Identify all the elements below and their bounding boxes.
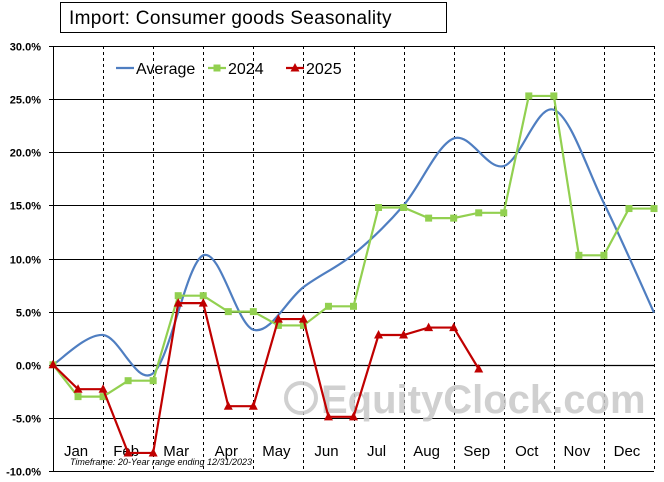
chart-legend: Average 2024 2025 (116, 61, 342, 78)
chart-title-text: Import: Consumer goods Seasonality (69, 8, 392, 29)
data-point-2025 (148, 447, 158, 457)
data-point-2025 (248, 401, 258, 410)
legend-item-2025: 2025 (286, 61, 342, 78)
legend-marker-2024 (213, 64, 221, 72)
legend-label-average: Average (136, 61, 195, 78)
data-point-2024 (199, 292, 207, 300)
data-point-2025 (173, 298, 183, 307)
data-point-2024 (625, 205, 633, 213)
data-point-2025 (374, 330, 384, 339)
data-point-2024 (450, 214, 458, 222)
data-point-2024 (74, 393, 82, 401)
data-point-2024 (149, 377, 157, 385)
data-point-2024 (299, 321, 307, 329)
y-tick-label: 0.0% (16, 361, 41, 373)
chart-axes (53, 46, 654, 471)
x-tick-label: Jun (314, 443, 338, 460)
chart-title-box (60, 2, 447, 33)
data-point-2024 (500, 209, 508, 217)
x-axis-tick-labels: Jan Feb Mar Apr May Jun Jul Aug Sep Oct Nov Dec (64, 443, 641, 460)
x-tick-label: Aug (413, 443, 440, 460)
data-point-2024 (274, 321, 282, 329)
data-point-2024 (475, 209, 483, 217)
series-2025 (48, 298, 484, 457)
data-point-2025 (123, 447, 133, 457)
data-point-2024 (650, 205, 658, 213)
y-axis-tick-labels: 30.0% 25.0% 20.0% 15.0% 10.0% 5.0% 0.0% -5.0% -1… (6, 42, 41, 479)
series-line-2025 (52, 302, 480, 455)
x-tick-label: May (262, 443, 291, 460)
data-point-2025 (223, 401, 233, 410)
x-tick-label: Sep (463, 443, 490, 460)
data-point-2024 (425, 214, 433, 222)
y-tick-label: 5.0% (16, 308, 41, 320)
x-tick-label: Oct (515, 443, 539, 460)
data-point-2024 (575, 251, 583, 259)
x-tick-label: Jan (64, 443, 88, 460)
data-point-2025 (48, 359, 58, 369)
legend-label-2025: 2025 (306, 61, 342, 78)
watermark-copyright-icon (284, 381, 318, 415)
y-tick-label: 10.0% (10, 255, 41, 267)
x-tick-label: Feb (113, 443, 139, 460)
data-point-2025 (349, 411, 358, 421)
x-tick-label: Apr (215, 443, 238, 460)
y-tick-label: 25.0% (10, 95, 41, 107)
series-2024 (49, 92, 658, 401)
data-point-2024 (174, 292, 182, 300)
data-point-2024 (375, 204, 383, 211)
data-point-2024 (249, 308, 257, 316)
y-tick-label: 30.0% (10, 42, 41, 54)
x-tick-label: Nov (564, 443, 591, 460)
legend-item-2024: 2024 (208, 61, 264, 78)
legend-label-2024: 2024 (228, 61, 264, 78)
data-point-2024 (600, 251, 608, 259)
data-point-2024 (525, 92, 533, 100)
data-point-2025 (449, 322, 459, 332)
data-point-2024 (324, 302, 332, 310)
data-point-2025 (474, 364, 484, 373)
data-point-2025 (298, 314, 308, 323)
y-tick-label: 15.0% (10, 201, 41, 213)
data-point-2024 (224, 308, 232, 316)
y-tick-label: -5.0% (12, 414, 41, 426)
chart-series (48, 92, 658, 457)
data-point-2024 (350, 302, 357, 310)
legend-marker-2025 (290, 63, 300, 72)
data-point-2024 (99, 393, 107, 401)
data-point-2025 (399, 330, 409, 339)
x-tick-label: Dec (614, 443, 641, 460)
x-tick-label: Mar (163, 443, 189, 460)
data-point-2025 (424, 322, 434, 332)
watermark-text: EquityClock.com (321, 378, 646, 422)
y-tick-label: 20.0% (10, 148, 41, 160)
data-point-2024 (550, 92, 558, 100)
data-point-2025 (273, 314, 283, 323)
data-point-2025 (198, 298, 208, 307)
data-point-2024 (124, 377, 132, 385)
data-point-2025 (98, 384, 108, 393)
data-point-2025 (73, 384, 83, 393)
chart-title: Import: Consumer goods Seasonality (60, 2, 447, 33)
chart-footnote: Timeframe: 20-Year range ending 12/31/20… (70, 457, 252, 467)
watermark: EquityClock.com (284, 378, 646, 422)
data-point-2024 (400, 204, 408, 211)
legend-item-average: Average (116, 61, 195, 78)
data-point-2025 (323, 411, 333, 421)
y-tick-label: -10.0% (6, 467, 41, 479)
x-tick-label: Jul (367, 443, 386, 460)
